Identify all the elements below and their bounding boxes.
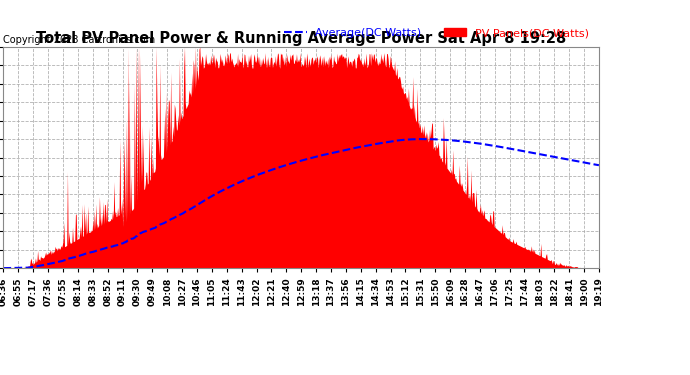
- Text: Copyright 2023 Cartronics.com: Copyright 2023 Cartronics.com: [3, 35, 155, 45]
- Legend: Average(DC Watts), PV Panels(DC Watts): Average(DC Watts), PV Panels(DC Watts): [280, 24, 593, 42]
- Title: Total PV Panel Power & Running Average Power Sat Apr 8 19:28: Total PV Panel Power & Running Average P…: [36, 31, 566, 46]
